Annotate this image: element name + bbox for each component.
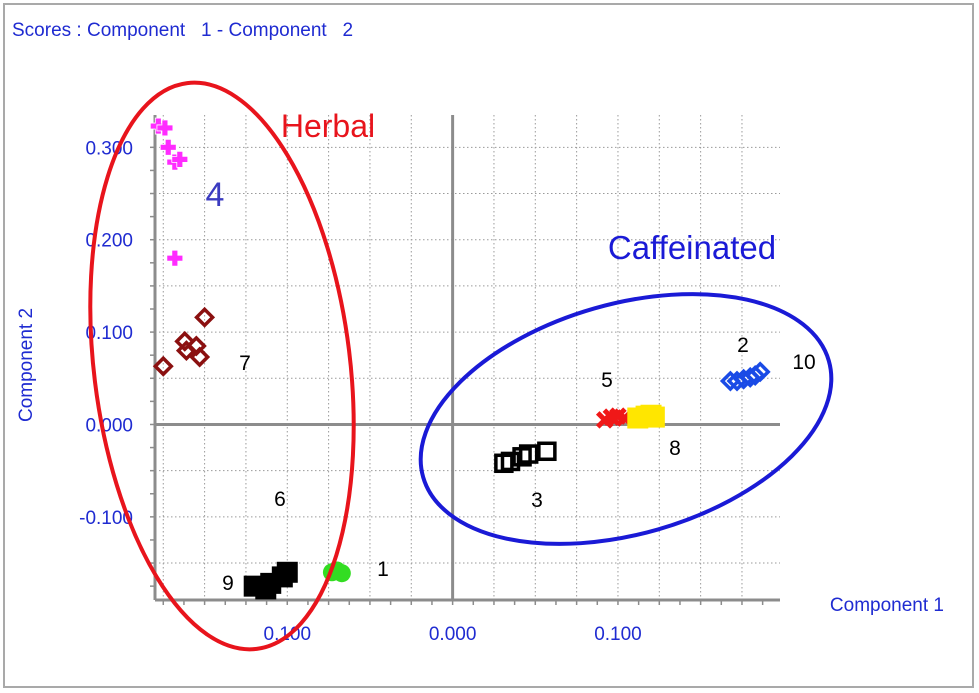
data-point: [518, 444, 539, 464]
group-label-1: 1: [377, 558, 389, 581]
chart-title: Scores : Component 1 - Component 2: [12, 20, 354, 41]
group-label-2: 2: [737, 334, 749, 357]
caffeinated-ellipse: [418, 292, 834, 546]
data-point: [156, 119, 174, 137]
data-point: [152, 355, 174, 377]
y-tick-label: 0.200: [85, 231, 133, 252]
x-tick-label: 0.100: [594, 624, 642, 645]
data-point: [194, 306, 216, 328]
group-label-6: 6: [274, 488, 286, 511]
x-axis-title: Component 1: [830, 595, 944, 616]
data-point: [189, 346, 211, 368]
group-label-10: 10: [792, 351, 815, 374]
data-point: [174, 330, 196, 352]
y-axis-title: Component 2: [16, 308, 37, 422]
group-label-9: 9: [222, 572, 234, 595]
chart-frame: [3, 3, 974, 688]
group-label-3: 3: [531, 489, 543, 512]
group-label-4: 4: [206, 176, 225, 214]
data-point: [171, 150, 189, 168]
data-point: [166, 249, 184, 267]
y-tick-label: 0.100: [85, 323, 133, 344]
herbal-label: Herbal: [281, 108, 375, 144]
caffeinated-label: Caffeinated: [608, 229, 776, 266]
data-point: [537, 441, 557, 462]
group-label-7: 7: [239, 352, 251, 375]
herbal-ellipse: [88, 80, 356, 652]
x-tick-label: 0.000: [429, 624, 477, 645]
data-point: [332, 564, 351, 583]
data-point: [276, 561, 298, 583]
data-point: [643, 406, 665, 428]
y-tick-label: 0.000: [85, 415, 133, 436]
group-label-8: 8: [669, 437, 681, 460]
data-point: [159, 138, 177, 156]
y-tick-label: -0.100: [79, 508, 133, 529]
data-point: [500, 451, 521, 472]
group-label-5: 5: [601, 369, 613, 392]
y-tick-label: 0.300: [85, 138, 133, 159]
data-point: [744, 365, 766, 386]
data-point: [749, 361, 771, 383]
